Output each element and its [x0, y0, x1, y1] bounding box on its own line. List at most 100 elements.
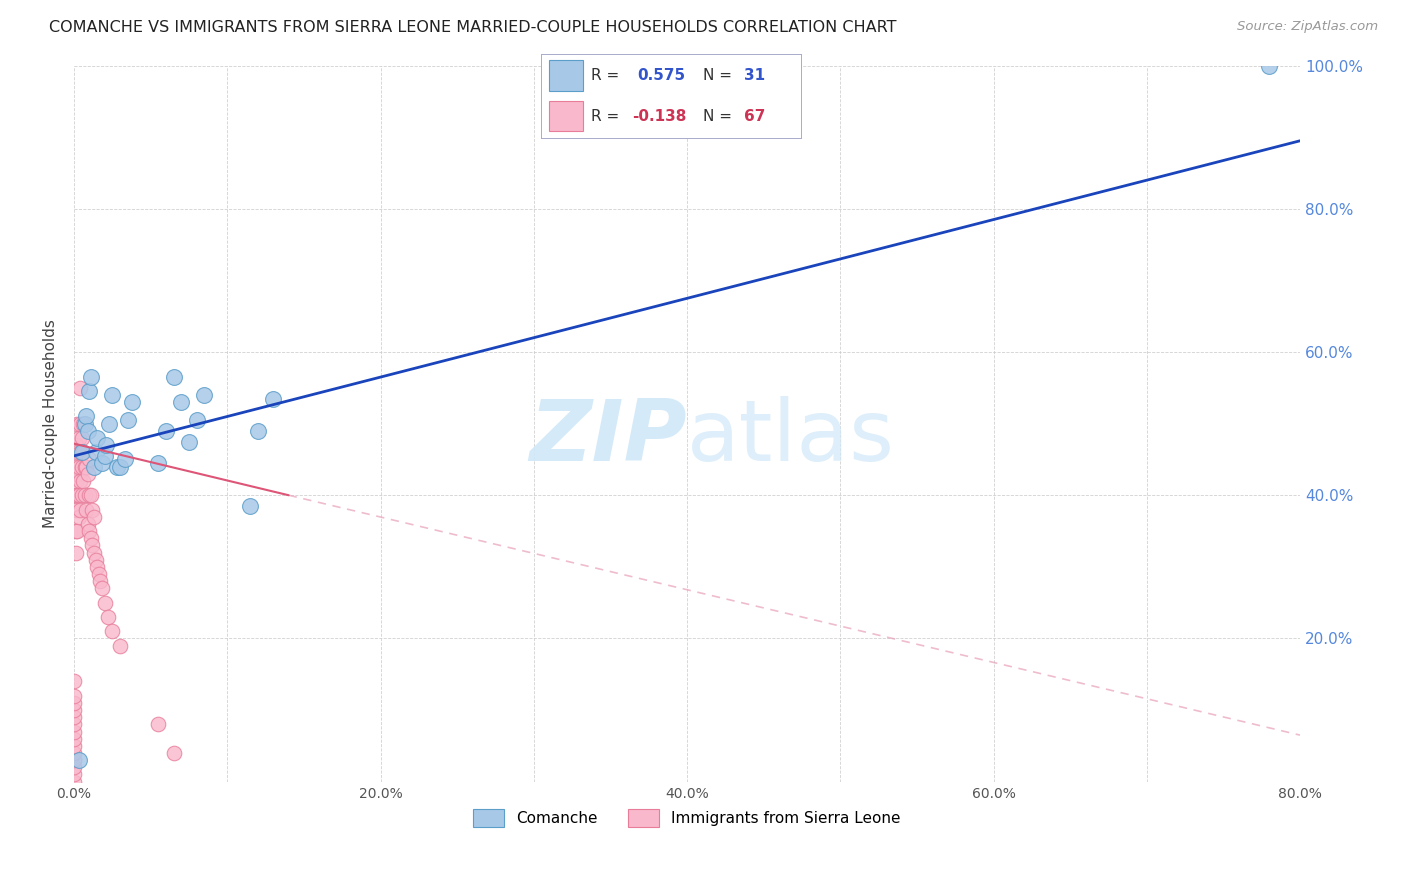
Text: ZIP: ZIP — [530, 396, 688, 479]
Point — [72, 445, 94, 459]
Point — [67, 459, 90, 474]
Point — [69, 417, 91, 431]
Point — [63, 689, 86, 703]
Point — [80, 531, 103, 545]
Point — [193, 388, 215, 402]
Point — [65, 488, 87, 502]
Point — [90, 582, 112, 596]
Point — [262, 392, 284, 406]
Point — [1258, 59, 1281, 73]
Point — [67, 753, 90, 767]
Point — [67, 488, 90, 502]
Point — [63, 746, 86, 760]
Point — [163, 746, 186, 760]
Point — [63, 717, 86, 731]
Point — [87, 566, 110, 581]
Bar — [550, 101, 583, 131]
Point — [79, 452, 101, 467]
Point — [75, 502, 97, 516]
Point — [63, 710, 86, 724]
Point — [246, 424, 269, 438]
Point — [75, 459, 97, 474]
Text: atlas: atlas — [688, 396, 896, 479]
Point — [66, 417, 89, 431]
Point — [177, 434, 200, 449]
Point — [82, 538, 104, 552]
Point — [66, 467, 89, 481]
Legend: Comanche, Immigrants from Sierra Leone: Comanche, Immigrants from Sierra Leone — [465, 801, 908, 835]
Point — [70, 431, 93, 445]
Point — [65, 502, 87, 516]
Point — [148, 717, 170, 731]
Text: Source: ZipAtlas.com: Source: ZipAtlas.com — [1237, 20, 1378, 33]
Point — [70, 488, 93, 502]
Point — [66, 524, 89, 538]
Point — [63, 753, 86, 767]
Point — [117, 413, 139, 427]
Point — [83, 459, 105, 474]
Point — [155, 424, 177, 438]
Point — [63, 674, 86, 689]
Point — [86, 559, 108, 574]
Text: R =: R = — [591, 109, 624, 124]
Point — [101, 624, 124, 639]
Point — [79, 524, 101, 538]
Point — [79, 488, 101, 502]
Point — [65, 459, 87, 474]
Point — [66, 445, 89, 459]
Point — [86, 431, 108, 445]
Point — [67, 509, 90, 524]
Point — [93, 596, 115, 610]
Point — [83, 545, 105, 559]
Point — [96, 438, 118, 452]
Point — [98, 417, 121, 431]
Text: N =: N = — [703, 109, 737, 124]
Point — [170, 395, 193, 409]
Point — [148, 456, 170, 470]
Point — [114, 452, 136, 467]
Text: 0.575: 0.575 — [637, 68, 686, 83]
Point — [239, 499, 262, 513]
Point — [108, 639, 131, 653]
Text: 31: 31 — [744, 68, 765, 83]
Point — [77, 424, 100, 438]
Point — [70, 459, 93, 474]
Point — [65, 474, 87, 488]
Bar — [550, 61, 583, 91]
Point — [70, 445, 93, 459]
Point — [63, 760, 86, 774]
Point — [105, 459, 128, 474]
Point — [63, 767, 86, 781]
Point — [89, 574, 111, 589]
Point — [79, 384, 101, 399]
Point — [73, 488, 96, 502]
Point — [82, 502, 104, 516]
Point — [75, 409, 97, 424]
Point — [63, 703, 86, 717]
Text: COMANCHE VS IMMIGRANTS FROM SIERRA LEONE MARRIED-COUPLE HOUSEHOLDS CORRELATION C: COMANCHE VS IMMIGRANTS FROM SIERRA LEONE… — [49, 20, 897, 35]
Point — [65, 545, 87, 559]
Point — [65, 438, 87, 452]
Point — [84, 552, 107, 566]
Point — [67, 431, 90, 445]
Text: 67: 67 — [744, 109, 766, 124]
Point — [121, 395, 143, 409]
Y-axis label: Married-couple Households: Married-couple Households — [44, 319, 58, 528]
Point — [65, 524, 87, 538]
Point — [93, 449, 115, 463]
Point — [69, 381, 91, 395]
Point — [84, 445, 107, 459]
Point — [90, 456, 112, 470]
Point — [77, 516, 100, 531]
Point — [72, 474, 94, 488]
Point — [69, 474, 91, 488]
Point — [186, 413, 208, 427]
Text: N =: N = — [703, 68, 737, 83]
Point — [73, 417, 96, 431]
Point — [77, 467, 100, 481]
Text: R =: R = — [591, 68, 624, 83]
Point — [63, 774, 86, 789]
Point — [69, 445, 91, 459]
Point — [69, 502, 91, 516]
Point — [163, 370, 186, 384]
